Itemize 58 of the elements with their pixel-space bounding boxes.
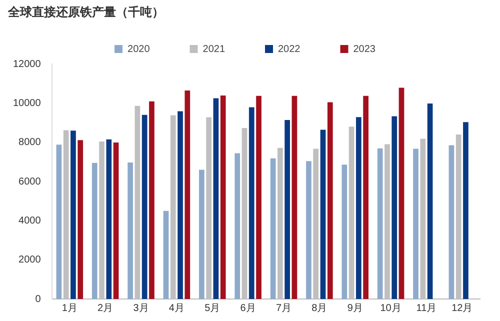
x-tick-label: 9月	[347, 302, 363, 314]
bar	[78, 140, 84, 299]
bar	[113, 142, 119, 299]
bar	[327, 102, 333, 299]
legend-label: 2023	[353, 44, 376, 55]
bar	[356, 117, 362, 299]
bar	[448, 145, 454, 299]
bar	[142, 114, 148, 299]
bar	[306, 161, 312, 299]
x-tick-label: 12月	[452, 302, 473, 314]
bar	[463, 122, 468, 299]
x-tick-label: 11月	[416, 302, 437, 314]
bar	[427, 104, 433, 299]
bar	[292, 96, 298, 299]
y-tick-label: 8000	[18, 137, 42, 148]
bar	[342, 164, 348, 299]
bar	[128, 162, 133, 299]
bar	[377, 148, 383, 299]
bar	[149, 101, 154, 299]
bar	[92, 162, 98, 299]
bar	[256, 96, 262, 299]
bar	[106, 139, 112, 299]
bar	[270, 158, 276, 299]
bar	[213, 98, 219, 299]
x-tick-label: 8月	[312, 302, 328, 314]
y-tick-label: 2000	[18, 254, 42, 266]
bar	[392, 116, 398, 299]
x-tick-label: 2月	[98, 302, 114, 314]
bar	[284, 120, 290, 299]
bar	[363, 96, 368, 299]
y-tick-label: 4000	[18, 215, 42, 226]
x-tick-label: 4月	[168, 302, 184, 314]
bar	[220, 96, 226, 299]
x-tick-label: 10月	[380, 302, 402, 314]
y-tick-label: 10000	[12, 98, 42, 109]
bar	[234, 153, 240, 299]
x-tick-label: 5月	[204, 302, 220, 314]
legend-label: 2020	[128, 44, 150, 55]
legend-label: 2021	[202, 44, 226, 55]
x-tick-label: 1月	[62, 302, 78, 314]
bar	[248, 107, 254, 299]
y-tick-label: 6000	[18, 176, 42, 188]
legend-label: 2022	[278, 44, 301, 55]
bar	[163, 210, 169, 299]
x-tick-label: 7月	[276, 302, 292, 314]
chart-title: 全球直接还原铁产量（千吨）	[8, 4, 164, 21]
bar	[413, 148, 418, 299]
bar	[199, 170, 204, 299]
bar	[184, 90, 190, 299]
bar	[398, 88, 404, 299]
y-tick-label: 0	[35, 294, 42, 305]
y-tick-label: 12000	[12, 58, 42, 70]
x-tick-label: 6月	[240, 302, 256, 314]
bar	[320, 130, 326, 299]
bar	[178, 111, 183, 299]
bar	[56, 144, 62, 299]
x-tick-label: 3月	[133, 302, 149, 314]
bar	[70, 130, 76, 299]
